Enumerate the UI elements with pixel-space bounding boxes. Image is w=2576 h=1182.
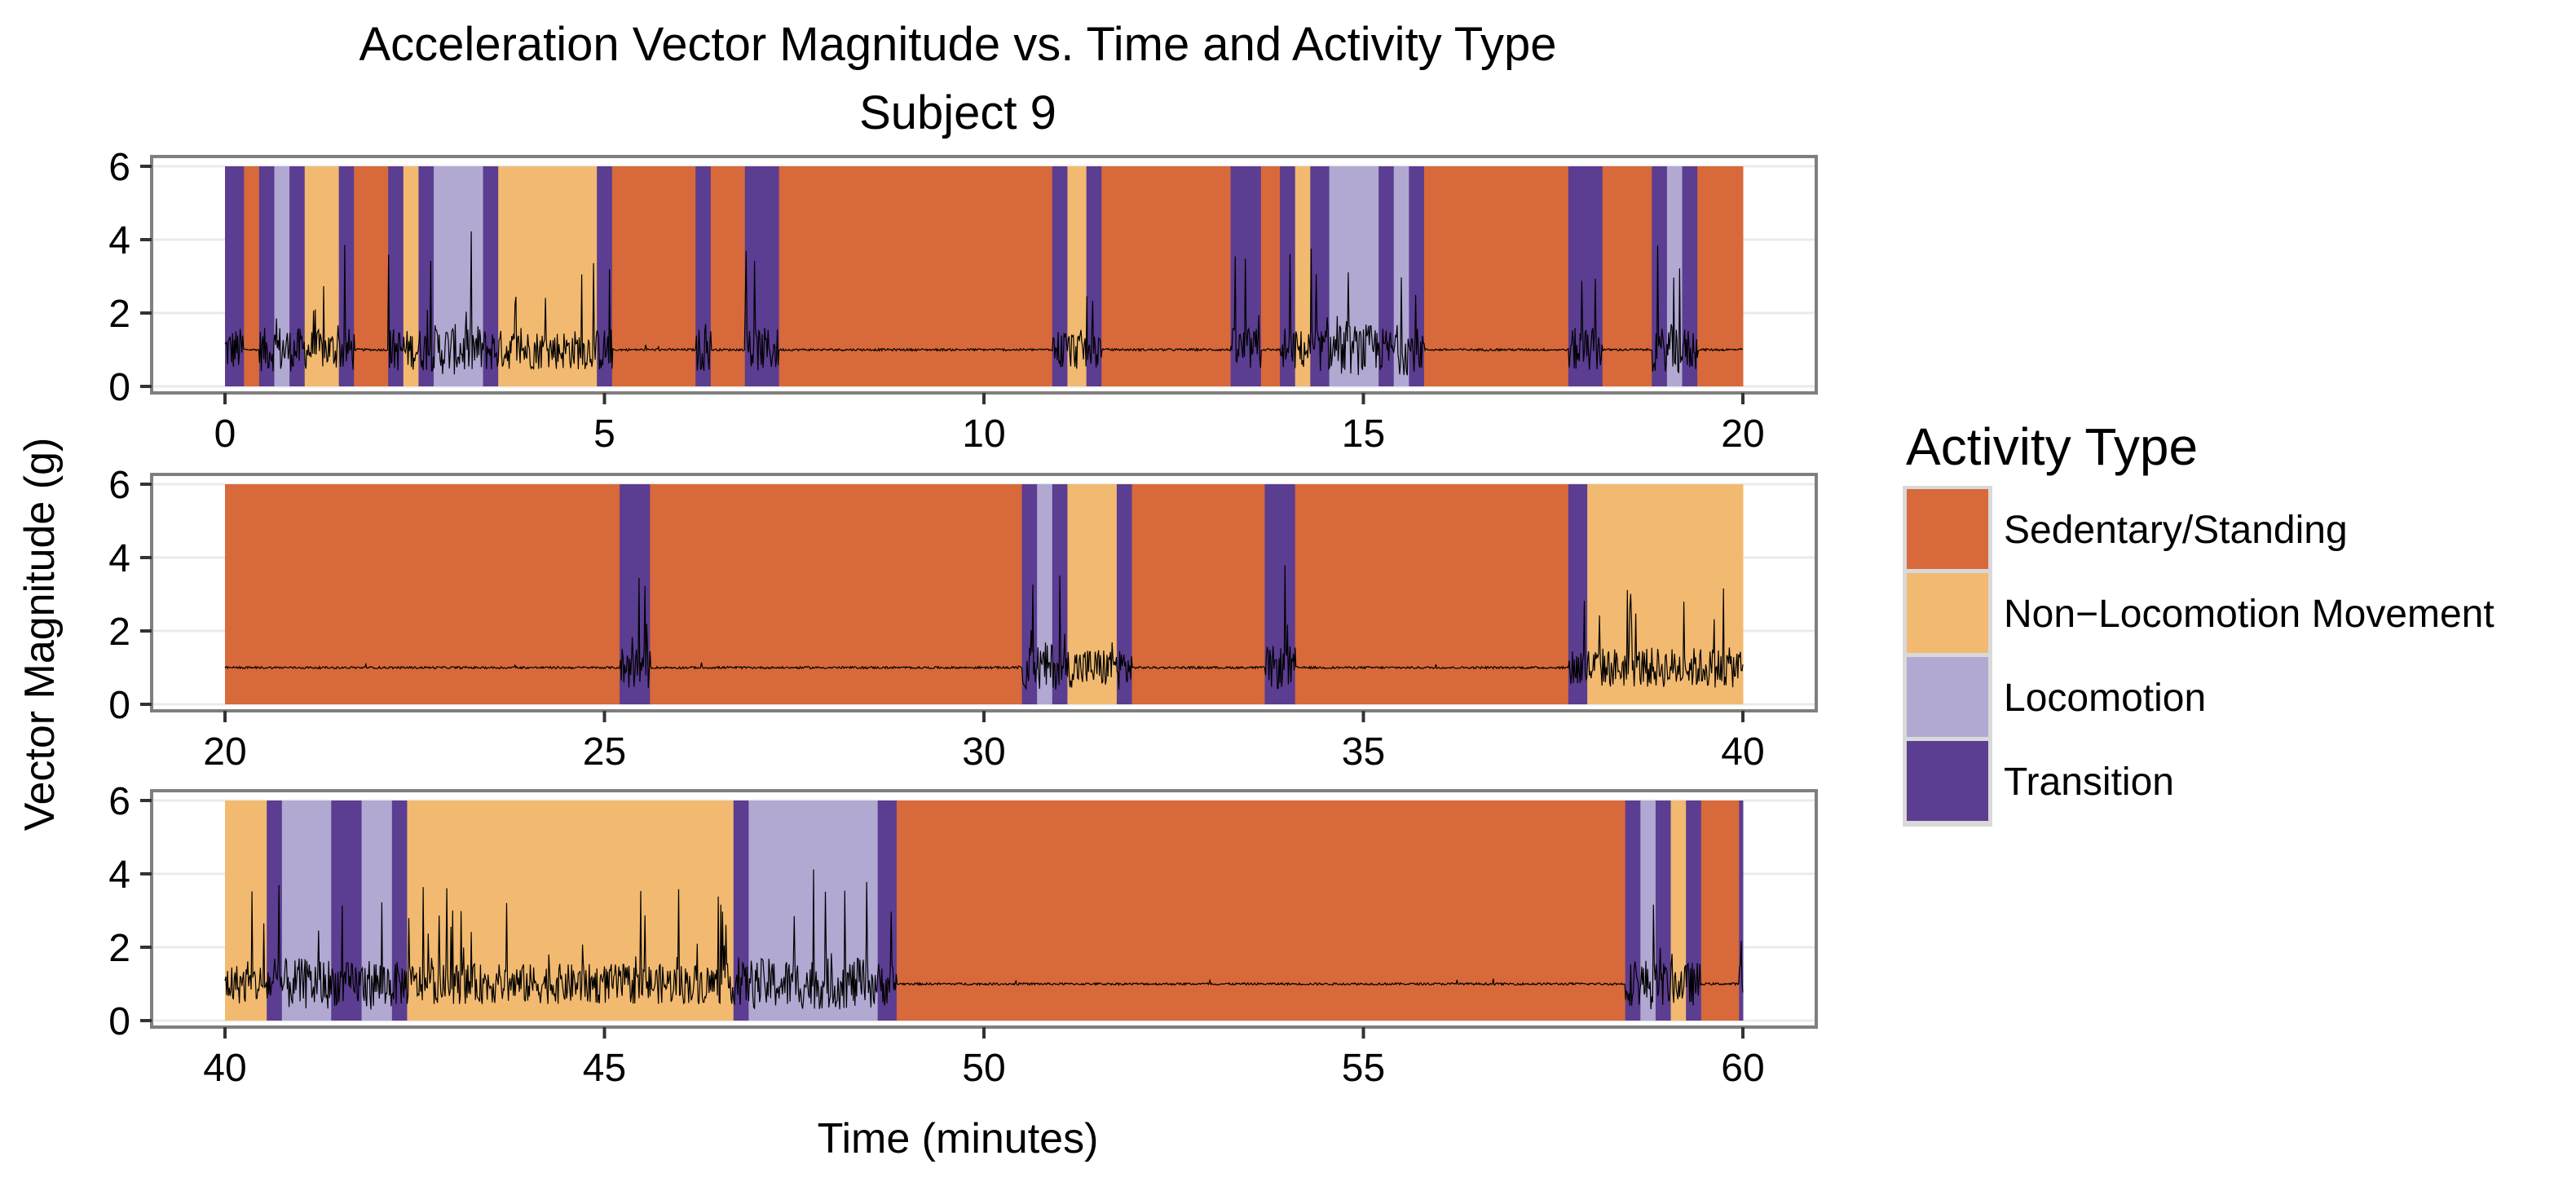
x-tick-label: 20 <box>203 730 246 774</box>
activity-segment-transition <box>483 166 499 386</box>
y-tick-label: 2 <box>108 293 130 336</box>
activity-segment-transition <box>1652 166 1668 386</box>
x-tick-label: 60 <box>1721 1047 1764 1090</box>
y-tick-label: 4 <box>108 219 130 262</box>
y-tick-label: 0 <box>108 366 130 409</box>
activity-segment-sedentary <box>650 484 1023 704</box>
activity-segment-transition <box>289 166 306 386</box>
activity-segment-sedentary <box>1423 166 1569 386</box>
activity-segment-sedentary <box>244 166 260 386</box>
activity-segment-nonloco <box>1670 800 1687 1021</box>
activity-segment-transition <box>1052 166 1068 386</box>
activity-segment-loco <box>1329 166 1379 386</box>
legend-title: Activity Type <box>1906 417 2198 476</box>
x-tick-label: 20 <box>1721 412 1764 456</box>
y-tick-label: 4 <box>108 537 130 580</box>
y-tick-label: 0 <box>108 1000 130 1043</box>
activity-segment-transition <box>258 166 276 386</box>
x-tick-label: 10 <box>962 412 1005 456</box>
y-tick-label: 2 <box>108 611 130 654</box>
legend-label-loco: Locomotion <box>2004 677 2206 720</box>
activity-segment-loco <box>274 166 290 386</box>
activity-segment-sedentary <box>1131 484 1265 704</box>
x-tick-label: 45 <box>583 1047 626 1090</box>
activity-segment-sedentary <box>225 484 620 704</box>
activity-segment-transition <box>1625 800 1641 1021</box>
y-tick-label: 2 <box>108 927 130 970</box>
activity-segment-sedentary <box>1260 166 1281 386</box>
legend-swatch-nonloco <box>1907 573 1988 653</box>
y-tick-label: 0 <box>108 684 130 727</box>
activity-segment-transition <box>1378 166 1395 386</box>
activity-segment-sedentary <box>1101 166 1232 386</box>
activity-segment-sedentary <box>1295 484 1569 704</box>
activity-segment-nonloco <box>1295 166 1311 386</box>
legend-label-nonloco: Non−Locomotion Movement <box>2004 593 2494 636</box>
x-tick-label: 35 <box>1342 730 1385 774</box>
x-axis-label: Time (minutes) <box>818 1115 1099 1162</box>
activity-segment-transition <box>733 800 749 1021</box>
x-tick-label: 50 <box>962 1047 1005 1090</box>
activity-segment-transition <box>1086 166 1102 386</box>
x-tick-label: 40 <box>1721 730 1764 774</box>
legend-swatch-transition <box>1907 741 1988 821</box>
activity-segment-loco <box>1393 166 1409 386</box>
activity-segment-loco <box>1640 800 1656 1021</box>
legend-label-transition: Transition <box>2004 761 2174 804</box>
x-tick-label: 5 <box>593 412 615 456</box>
panel-3: 0 2 4 6 40 45 50 55 60 <box>108 780 1818 1090</box>
legend: Activity Type Sedentary/Standing Non−Loco… <box>1903 417 2494 827</box>
panel-1: 0 2 4 6 0 5 10 15 20 <box>108 146 1818 456</box>
activity-segment-sedentary <box>1700 800 1740 1021</box>
chart-subtitle: Subject 9 <box>859 86 1056 139</box>
legend-swatch-loco <box>1907 657 1988 737</box>
x-tick-label: 30 <box>962 730 1005 774</box>
magnitude-trace <box>224 231 1744 376</box>
legend-label-sedentary: Sedentary/Standing <box>2004 509 2348 552</box>
chart-title: Acceleration Vector Magnitude vs. Time a… <box>359 18 1556 71</box>
x-tick-label: 25 <box>583 730 626 774</box>
activity-segment-nonloco <box>1067 484 1118 704</box>
activity-segment-transition <box>388 166 404 386</box>
activity-segment-sedentary <box>896 800 1626 1021</box>
activity-segment-transition <box>338 166 355 386</box>
activity-segment-transition <box>1409 166 1425 386</box>
panel-2: 0 2 4 6 20 25 30 35 40 <box>108 464 1818 774</box>
x-tick-label: 40 <box>203 1047 246 1090</box>
activity-segment-sedentary <box>1697 166 1744 386</box>
activity-segment-transition <box>225 166 245 386</box>
magnitude-trace <box>224 869 1744 1010</box>
activity-segment-transition <box>1116 484 1133 704</box>
y-tick-label: 6 <box>108 146 130 189</box>
magnitude-trace <box>224 565 1744 690</box>
x-tick-label: 55 <box>1342 1047 1385 1090</box>
activity-segment-sedentary <box>1602 166 1652 386</box>
activity-segment-transition <box>1682 166 1698 386</box>
activity-segment-sedentary <box>611 166 696 386</box>
y-tick-label: 6 <box>108 780 130 823</box>
activity-segment-transition <box>1280 166 1296 386</box>
activity-segment-transition <box>1739 800 1744 1021</box>
activity-segment-sedentary <box>779 166 1053 386</box>
activity-segment-transition <box>1568 484 1588 704</box>
activity-segment-loco <box>1037 484 1053 704</box>
y-tick-label: 4 <box>108 853 130 897</box>
legend-swatch-sedentary <box>1907 489 1988 569</box>
y-axis-label: Vector Magnitude (g) <box>16 438 64 831</box>
activity-segment-sedentary <box>710 166 746 386</box>
activity-segment-sedentary <box>354 166 389 386</box>
x-tick-label: 0 <box>214 412 236 456</box>
activity-segment-nonloco <box>1067 166 1087 386</box>
x-tick-label: 15 <box>1342 412 1385 456</box>
y-tick-label: 6 <box>108 464 130 507</box>
